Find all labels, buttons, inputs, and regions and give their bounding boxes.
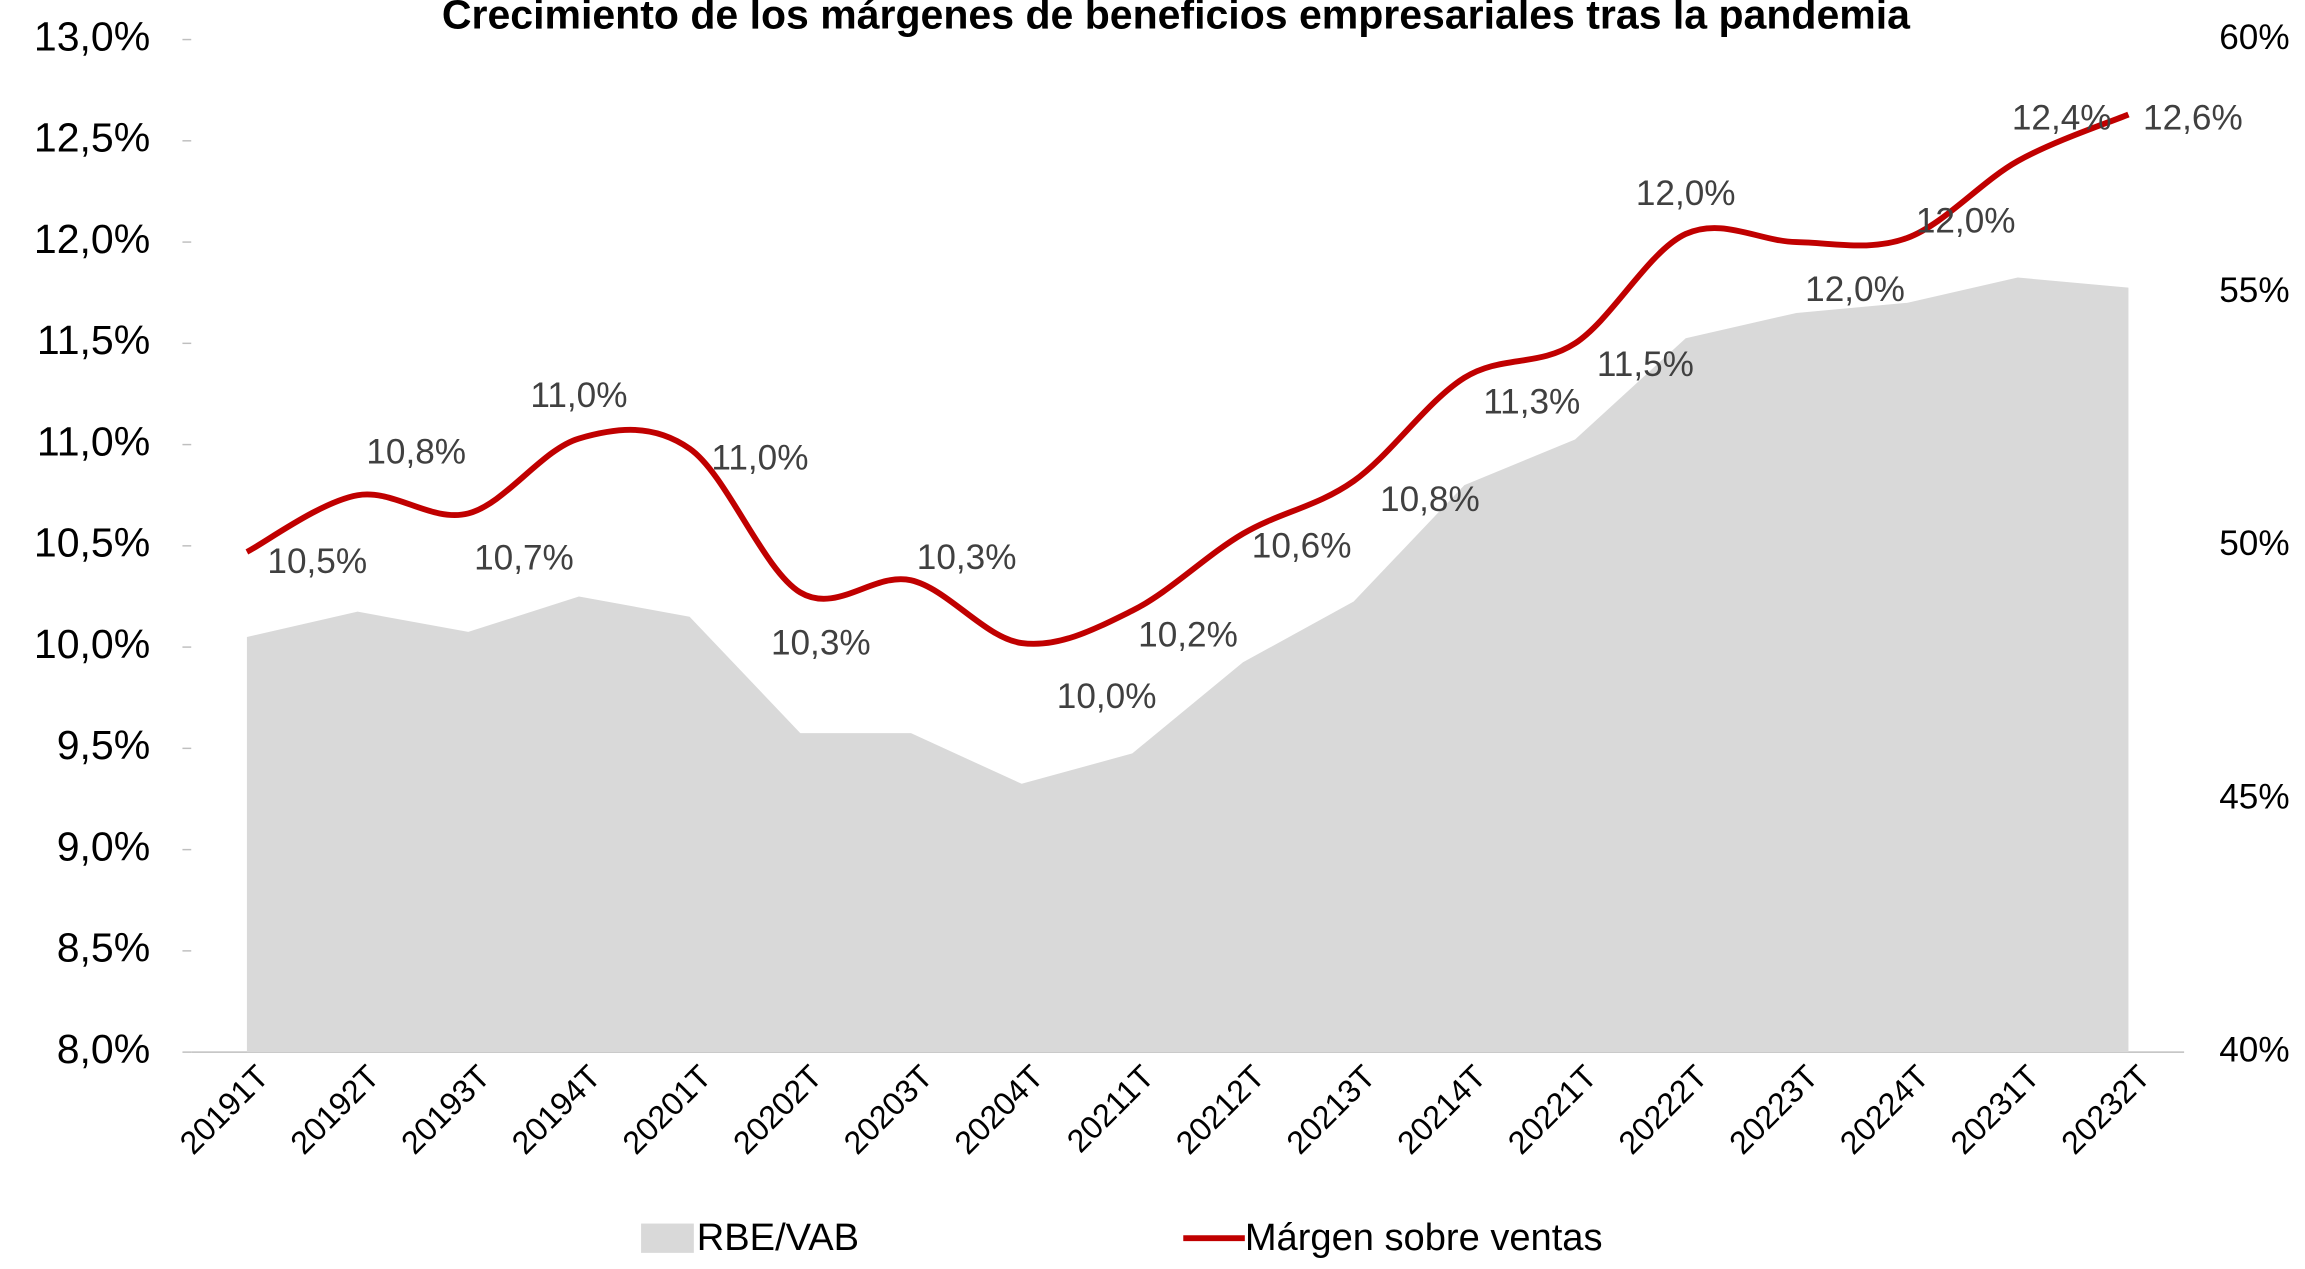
y2-tick-label: 40% [2219, 1030, 2289, 1069]
legend-swatch [641, 1223, 694, 1253]
x-tick-label: 20223T [1722, 1058, 1825, 1161]
x-tick-label: 20224T [1833, 1058, 1936, 1161]
y2-tick-label: 45% [2219, 777, 2289, 816]
x-tick-label: 20232T [2054, 1058, 2157, 1161]
data-label: 10,3% [917, 538, 1017, 577]
data-label: 11,3% [1483, 382, 1580, 421]
legend-label: RBE/VAB [697, 1217, 859, 1259]
x-tick-label: 20193T [394, 1058, 497, 1161]
y2-tick-label: 55% [2219, 271, 2289, 310]
data-label: 10,5% [267, 542, 367, 581]
y-tick-label: 9,0% [57, 823, 150, 869]
y-tick-label: 9,5% [57, 722, 150, 768]
y-tick-label: 8,5% [57, 925, 150, 971]
area [246, 277, 2129, 1053]
data-label: 12,0% [1916, 202, 2016, 241]
data-label: 12,0% [1805, 270, 1905, 309]
y-tick-label: 12,5% [34, 115, 150, 161]
y2-tick-label: 50% [2219, 524, 2289, 563]
data-label: 11,0% [711, 439, 808, 478]
data-label: 12,4% [2012, 98, 2112, 137]
x-tick-label: 20222T [1612, 1058, 1715, 1161]
data-label: 12,0% [1636, 174, 1736, 213]
x-tick-label: 20221T [1501, 1058, 1604, 1161]
legend-label: Márgen sobre ventas [1245, 1217, 1603, 1259]
data-label: 10,3% [771, 623, 871, 662]
x-tick-label: 20191T [173, 1058, 276, 1161]
x-tick-label: 20213T [1280, 1058, 1383, 1161]
x-tick-label: 20212T [1169, 1058, 1272, 1161]
y-tick-label: 11,0% [37, 418, 150, 464]
x-tick-label: 20204T [947, 1058, 1050, 1161]
x-tick-label: 20201T [615, 1058, 718, 1161]
x-tick-label: 20214T [1390, 1058, 1493, 1161]
line [245, 111, 2130, 647]
data-label: 12,6% [2143, 99, 2243, 138]
data-label: 10,0% [1057, 677, 1157, 716]
x-tick-label: 20192T [283, 1058, 386, 1161]
y-tick-label: 8,0% [57, 1026, 150, 1072]
x-tick-label: 20211T [1060, 1058, 1161, 1159]
x-tick-label: 20194T [505, 1058, 608, 1161]
data-label: 10,8% [366, 432, 466, 471]
data-label: 10,2% [1138, 615, 1238, 654]
x-tick-label: 20231T [1944, 1058, 2047, 1161]
y-tick-label: 13,0% [34, 13, 150, 59]
y-tick-label: 12,0% [34, 216, 150, 262]
y-tick-label: 10,5% [34, 520, 150, 566]
y2-tick-label: 60% [2219, 18, 2289, 57]
y-tick-label: 11,5% [37, 317, 150, 363]
x-tick-label: 20203T [837, 1058, 940, 1161]
y-tick-label: 10,0% [34, 621, 150, 667]
x-tick-label: 20202T [726, 1058, 829, 1161]
data-label: 10,7% [474, 539, 574, 578]
data-label: 11,5% [1597, 345, 1694, 384]
chart-title: Crecimiento de los márgenes de beneficio… [442, 0, 1911, 37]
data-label: 10,6% [1252, 527, 1352, 566]
data-label: 10,8% [1380, 480, 1480, 519]
data-label: 11,0% [530, 376, 627, 415]
